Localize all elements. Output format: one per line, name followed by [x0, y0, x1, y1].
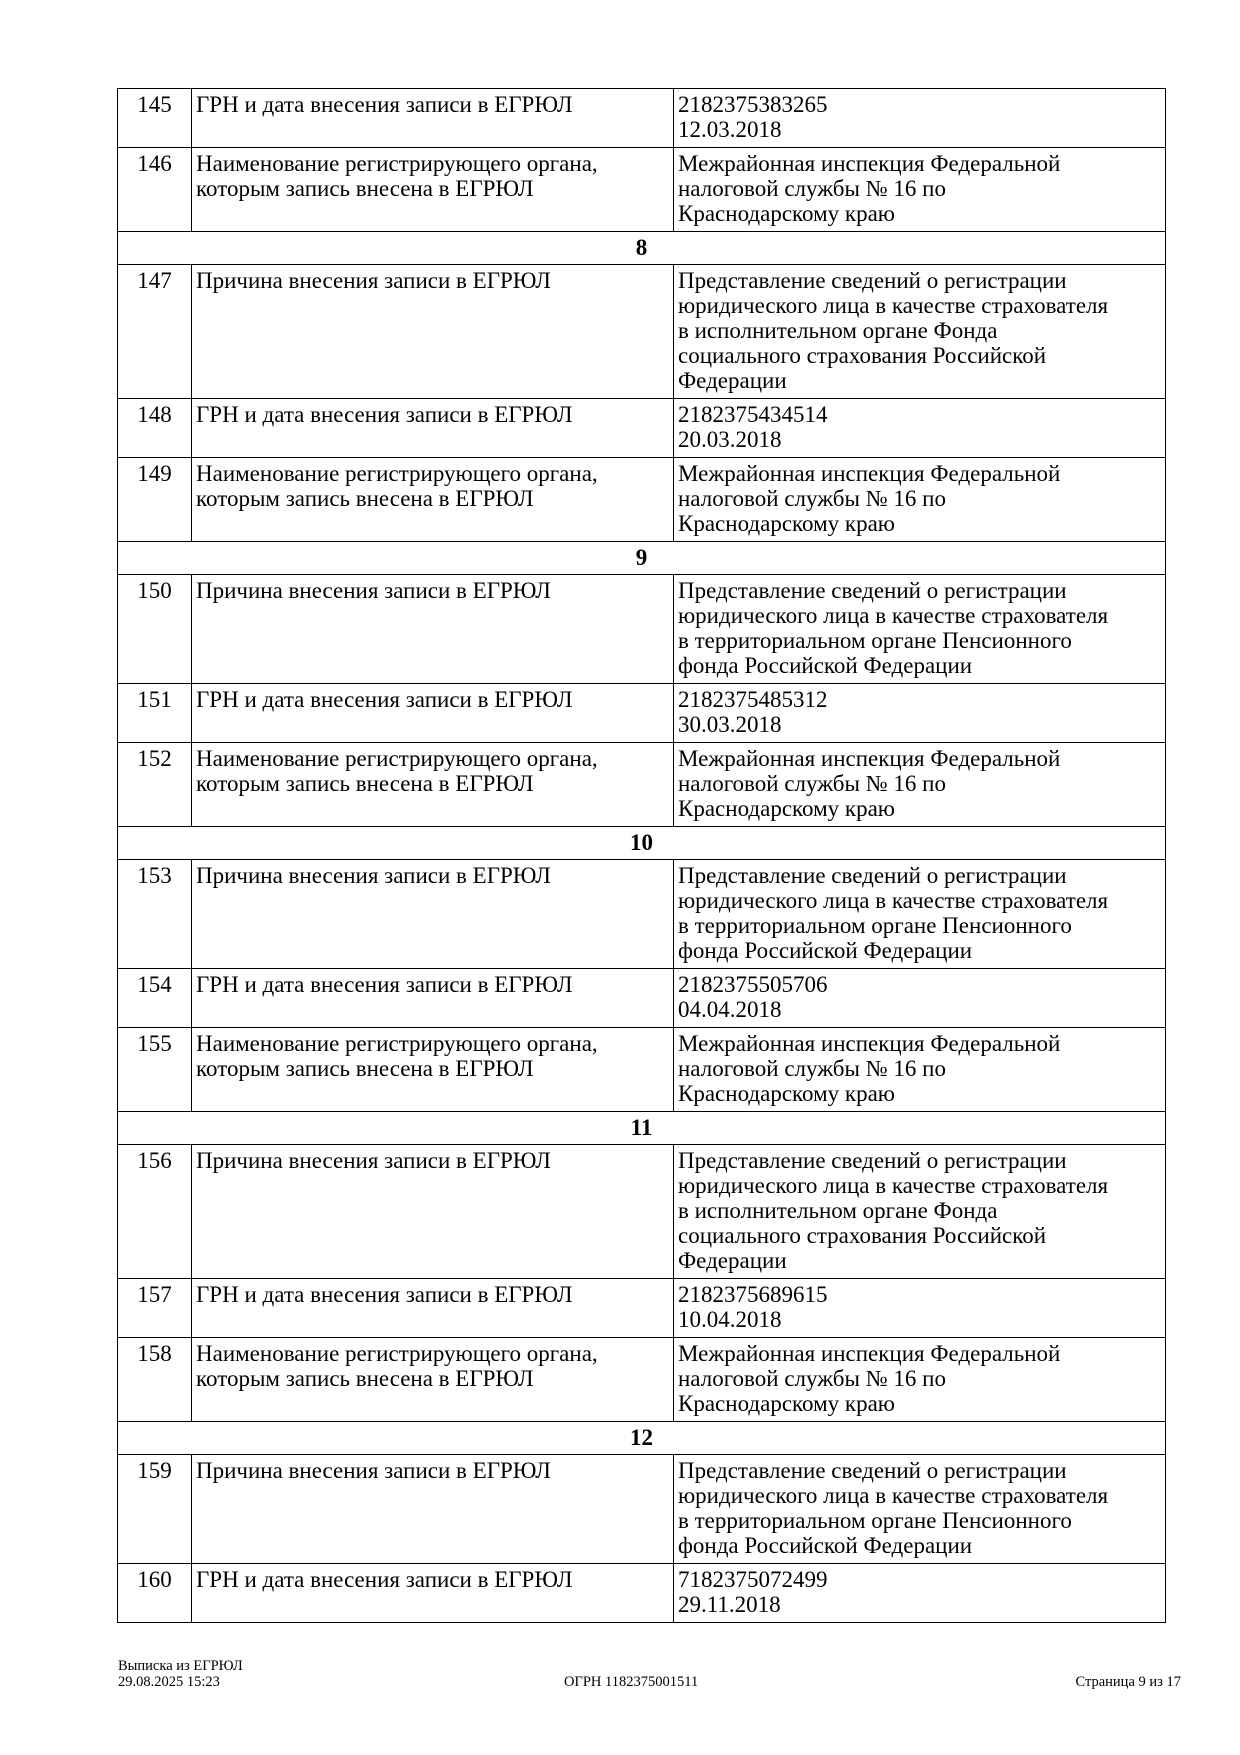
table-row: 150 Причина внесения записи в ЕГРЮЛ Предст… — [117, 574, 1166, 684]
section-number: 11 — [117, 1111, 1166, 1145]
row-value: Представление сведений о регистрации юри… — [673, 574, 1166, 684]
row-label: Наименование регистрирующего органа, кот… — [191, 742, 674, 827]
row-label: Наименование регистрирующего органа, кот… — [191, 147, 674, 232]
row-value: 2182375505706 04.04.2018 — [673, 968, 1166, 1028]
row-value: Представление сведений о регистрации юри… — [673, 1454, 1166, 1564]
footer-datetime: 29.08.2025 15:23 — [118, 1674, 220, 1690]
row-value: Межрайонная инспекция Федеральной налого… — [673, 457, 1166, 542]
section-row: 9 — [117, 541, 1166, 575]
row-number: 146 — [117, 147, 192, 232]
row-value: 2182375689615 10.04.2018 — [673, 1278, 1166, 1338]
table-row: 152 Наименование регистрирующего органа, … — [117, 742, 1166, 827]
footer-page-number: Страница 9 из 17 — [1075, 1674, 1181, 1690]
row-number: 151 — [117, 683, 192, 743]
row-value: Межрайонная инспекция Федеральной налого… — [673, 1027, 1166, 1112]
row-value: 2182375485312 30.03.2018 — [673, 683, 1166, 743]
row-label: Причина внесения записи в ЕГРЮЛ — [191, 574, 674, 684]
row-number: 155 — [117, 1027, 192, 1112]
row-number: 147 — [117, 264, 192, 399]
row-value: 7182375072499 29.11.2018 — [673, 1563, 1166, 1623]
row-number: 149 — [117, 457, 192, 542]
row-label: ГРН и дата внесения записи в ЕГРЮЛ — [191, 683, 674, 743]
row-value: 2182375434514 20.03.2018 — [673, 398, 1166, 458]
table-row: 157 ГРН и дата внесения записи в ЕГРЮЛ 218… — [117, 1278, 1166, 1338]
section-number: 10 — [117, 826, 1166, 860]
table-row: 160 ГРН и дата внесения записи в ЕГРЮЛ 718… — [117, 1563, 1166, 1623]
table-row: 149 Наименование регистрирующего органа, … — [117, 457, 1166, 542]
row-number: 156 — [117, 1144, 192, 1279]
row-number: 145 — [117, 88, 192, 148]
row-label: ГРН и дата внесения записи в ЕГРЮЛ — [191, 398, 674, 458]
row-label: ГРН и дата внесения записи в ЕГРЮЛ — [191, 88, 674, 148]
table-row: 148 ГРН и дата внесения записи в ЕГРЮЛ 218… — [117, 398, 1166, 458]
row-number: 148 — [117, 398, 192, 458]
row-value: Межрайонная инспекция Федеральной налого… — [673, 742, 1166, 827]
row-label: ГРН и дата внесения записи в ЕГРЮЛ — [191, 968, 674, 1028]
row-value: Представление сведений о регистрации юри… — [673, 264, 1166, 399]
row-number: 160 — [117, 1563, 192, 1623]
section-number: 9 — [117, 541, 1166, 575]
section-number: 12 — [117, 1421, 1166, 1455]
row-value: Межрайонная инспекция Федеральной налого… — [673, 1337, 1166, 1422]
row-number: 158 — [117, 1337, 192, 1422]
section-row: 11 — [117, 1111, 1166, 1145]
row-label: Причина внесения записи в ЕГРЮЛ — [191, 1144, 674, 1279]
section-row: 10 — [117, 826, 1166, 860]
table-row: 158 Наименование регистрирующего органа, … — [117, 1337, 1166, 1422]
row-value: Представление сведений о регистрации юри… — [673, 1144, 1166, 1279]
row-number: 159 — [117, 1454, 192, 1564]
egrul-records-table: 145 ГРН и дата внесения записи в ЕГРЮЛ 218… — [117, 88, 1166, 1623]
table-row: 159 Причина внесения записи в ЕГРЮЛ Предст… — [117, 1454, 1166, 1564]
row-label: Наименование регистрирующего органа, кот… — [191, 457, 674, 542]
table-row: 147 Причина внесения записи в ЕГРЮЛ Предст… — [117, 264, 1166, 399]
table-row: 145 ГРН и дата внесения записи в ЕГРЮЛ 218… — [117, 88, 1166, 148]
row-number: 153 — [117, 859, 192, 969]
table-row: 153 Причина внесения записи в ЕГРЮЛ Предст… — [117, 859, 1166, 969]
section-row: 12 — [117, 1421, 1166, 1455]
footer-ogrn: ОГРН 1182375001511 — [564, 1674, 699, 1690]
table-body: 145 ГРН и дата внесения записи в ЕГРЮЛ 218… — [117, 88, 1166, 1623]
row-number: 152 — [117, 742, 192, 827]
row-label: ГРН и дата внесения записи в ЕГРЮЛ — [191, 1278, 674, 1338]
table-row: 156 Причина внесения записи в ЕГРЮЛ Предст… — [117, 1144, 1166, 1279]
table-row: 146 Наименование регистрирующего органа, … — [117, 147, 1166, 232]
row-label: Причина внесения записи в ЕГРЮЛ — [191, 1454, 674, 1564]
footer-left: Выписка из ЕГРЮЛ 29.08.2025 15:23 — [118, 1658, 243, 1690]
footer-doc-title: Выписка из ЕГРЮЛ — [118, 1658, 243, 1674]
row-label: Причина внесения записи в ЕГРЮЛ — [191, 264, 674, 399]
row-label: Наименование регистрирующего органа, кот… — [191, 1027, 674, 1112]
table-row: 151 ГРН и дата внесения записи в ЕГРЮЛ 218… — [117, 683, 1166, 743]
section-number: 8 — [117, 231, 1166, 265]
row-value: Представление сведений о регистрации юри… — [673, 859, 1166, 969]
row-label: ГРН и дата внесения записи в ЕГРЮЛ — [191, 1563, 674, 1623]
row-number: 150 — [117, 574, 192, 684]
row-number: 157 — [117, 1278, 192, 1338]
row-number: 154 — [117, 968, 192, 1028]
row-value: 2182375383265 12.03.2018 — [673, 88, 1166, 148]
row-label: Причина внесения записи в ЕГРЮЛ — [191, 859, 674, 969]
table-row: 155 Наименование регистрирующего органа, … — [117, 1027, 1166, 1112]
section-row: 8 — [117, 231, 1166, 265]
table-row: 154 ГРН и дата внесения записи в ЕГРЮЛ 218… — [117, 968, 1166, 1028]
row-value: Межрайонная инспекция Федеральной налого… — [673, 147, 1166, 232]
row-label: Наименование регистрирующего органа, кот… — [191, 1337, 674, 1422]
